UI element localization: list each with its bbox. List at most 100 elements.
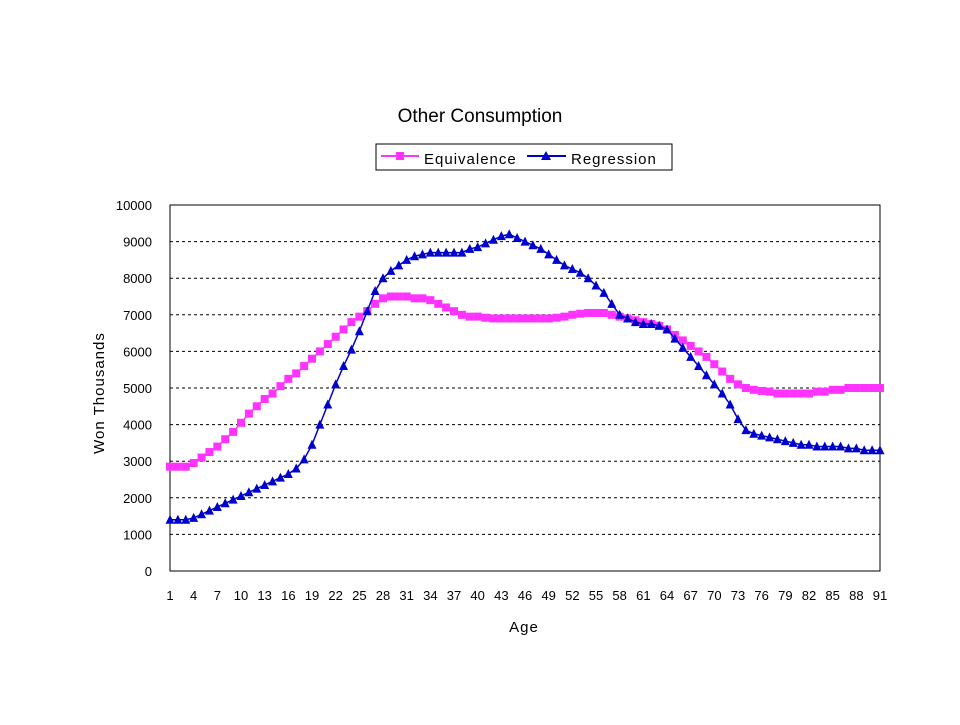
- data-point-regression: [220, 498, 230, 508]
- data-point-equivalence: [820, 387, 829, 396]
- data-point-regression: [859, 445, 869, 455]
- data-point-regression: [496, 231, 506, 241]
- data-point-regression: [623, 313, 633, 323]
- data-point-regression: [173, 514, 183, 524]
- data-point-equivalence: [765, 387, 774, 396]
- data-point-regression: [780, 436, 790, 446]
- x-tick-label: 85: [825, 588, 839, 603]
- data-point-equivalence: [678, 336, 687, 345]
- data-point-regression: [370, 286, 380, 296]
- x-tick-label: 55: [589, 588, 603, 603]
- legend-regression-marker: [541, 151, 551, 160]
- data-point-equivalence: [173, 462, 182, 471]
- data-point-regression: [386, 265, 396, 275]
- data-point-equivalence: [237, 418, 245, 427]
- x-tick-label: 31: [399, 588, 413, 603]
- y-tick-label: 5000: [123, 381, 152, 396]
- data-point-regression: [433, 247, 443, 257]
- data-point-equivalence: [252, 402, 261, 411]
- data-point-equivalence: [505, 314, 514, 323]
- data-point-regression: [417, 249, 427, 259]
- data-point-equivalence: [536, 314, 545, 323]
- data-point-equivalence: [844, 384, 853, 392]
- x-tick-label: 49: [541, 588, 555, 603]
- y-tick-label: 6000: [123, 344, 152, 359]
- x-tick-label: 76: [754, 588, 768, 603]
- y-tick-label: 10000: [116, 198, 152, 213]
- data-point-regression: [717, 388, 727, 398]
- series-regression-line: [170, 233, 880, 521]
- data-point-equivalence: [576, 309, 585, 318]
- data-point-regression: [804, 439, 814, 449]
- data-point-regression: [346, 344, 356, 354]
- y-axis-label: Won Thousands: [91, 332, 108, 454]
- data-point-regression: [607, 298, 617, 308]
- data-point-regression: [204, 505, 214, 515]
- data-point-regression: [567, 264, 577, 274]
- data-point-regression: [725, 399, 735, 409]
- data-point-regression: [283, 469, 293, 479]
- data-point-regression: [378, 273, 388, 283]
- data-point-regression: [765, 432, 775, 442]
- data-point-equivalence: [868, 384, 877, 392]
- data-point-equivalence: [244, 409, 253, 418]
- x-tick-label: 73: [731, 588, 745, 603]
- data-point-equivalence: [410, 294, 419, 303]
- data-point-regression: [512, 232, 522, 242]
- data-point-equivalence: [592, 308, 600, 317]
- data-point-equivalence: [726, 374, 735, 383]
- data-point-regression: [520, 236, 530, 246]
- x-tick-label: 58: [612, 588, 626, 603]
- data-point-regression: [796, 439, 806, 449]
- x-tick-label: 19: [305, 588, 319, 603]
- data-point-regression: [244, 487, 254, 497]
- data-point-regression: [733, 414, 743, 424]
- x-tick-label: 16: [281, 588, 295, 603]
- x-tick-label: 43: [494, 588, 508, 603]
- data-point-equivalence: [418, 294, 427, 303]
- x-tick-label: 91: [873, 588, 887, 603]
- legend-equivalence-marker: [396, 152, 404, 160]
- data-point-regression: [299, 454, 309, 464]
- data-point-equivalence: [315, 347, 324, 356]
- series-layer: [165, 229, 885, 524]
- x-tick-label: 4: [190, 588, 197, 603]
- chart-title: Other Consumption: [398, 106, 563, 127]
- data-point-regression: [425, 247, 435, 257]
- x-tick-label: 88: [849, 588, 863, 603]
- data-point-regression: [851, 443, 861, 453]
- data-point-equivalence: [552, 313, 561, 322]
- y-tick-label: 3000: [123, 454, 152, 469]
- y-tick-label: 0: [145, 564, 152, 579]
- data-point-regression: [488, 234, 498, 244]
- data-point-equivalence: [489, 314, 498, 323]
- data-point-regression: [820, 441, 830, 451]
- data-point-equivalence: [607, 310, 616, 319]
- legend-equivalence-label: Equivalence: [424, 151, 517, 168]
- data-point-equivalence: [379, 294, 387, 303]
- data-point-regression: [354, 326, 364, 336]
- data-point-equivalence: [781, 389, 790, 398]
- x-tick-label: 1: [166, 588, 173, 603]
- legend-regression-label: Regression: [571, 151, 657, 168]
- legend: Equivalence Regression: [375, 143, 673, 171]
- data-point-equivalence: [394, 292, 403, 301]
- y-tick-label: 7000: [123, 308, 152, 323]
- data-point-equivalence: [457, 310, 466, 319]
- data-point-regression: [339, 361, 349, 371]
- data-point-regression: [583, 273, 593, 283]
- x-tick-label: 7: [214, 588, 221, 603]
- data-point-equivalence: [434, 299, 443, 308]
- data-point-regression: [275, 472, 285, 482]
- data-point-equivalence: [371, 299, 380, 308]
- data-point-equivalence: [694, 347, 703, 356]
- data-point-regression: [615, 309, 625, 319]
- y-tick-label: 2000: [123, 491, 152, 506]
- data-point-regression: [197, 509, 207, 519]
- data-point-regression: [654, 320, 664, 330]
- data-point-equivalence: [513, 314, 522, 323]
- data-point-equivalence: [402, 292, 411, 301]
- data-point-equivalence: [481, 313, 490, 322]
- data-point-regression: [638, 318, 648, 328]
